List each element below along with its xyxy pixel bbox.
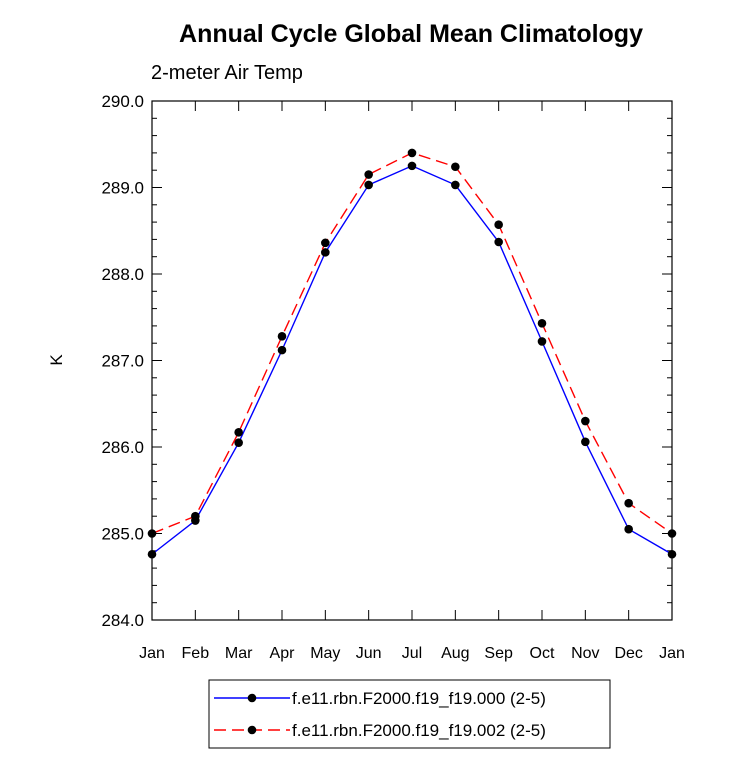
series-1-point	[234, 427, 243, 437]
x-tick-label: May	[310, 645, 340, 662]
y-tick-label: 290.0	[101, 92, 144, 111]
x-tick-label: Sep	[484, 645, 513, 662]
x-tick-label: Oct	[530, 645, 555, 662]
y-axis-title: K	[47, 354, 66, 366]
series-0-point	[277, 345, 287, 355]
series-1-point	[624, 498, 633, 508]
x-tick-label: Dec	[614, 645, 642, 662]
x-tick-label: Aug	[441, 645, 469, 662]
series-layer	[147, 148, 677, 559]
plot-frame	[151, 100, 673, 621]
series-0-point	[624, 524, 633, 534]
legend-label-1: f.e11.rbn.F2000.f19_f19.002 (2-5)	[292, 721, 546, 740]
series-1-point	[581, 416, 590, 426]
x-tick-label: Mar	[225, 645, 253, 662]
x-tick-label: Jan	[659, 645, 685, 662]
series-0-point	[234, 438, 243, 447]
y-tick-label: 289.0	[101, 179, 144, 198]
series-0-point	[537, 337, 547, 346]
chart-title: Annual Cycle Global Mean Climatology	[179, 20, 643, 48]
x-tick-label: Jan	[139, 645, 165, 662]
series-0-point	[494, 237, 503, 247]
series-1-point	[537, 319, 547, 328]
series-0-point	[581, 437, 590, 447]
legend-box	[208, 679, 611, 749]
series-1-point	[277, 331, 287, 341]
y-tick-label: 288.0	[101, 265, 144, 284]
x-tick-label: Feb	[182, 645, 210, 662]
legend: f.e11.rbn.F2000.f19_f19.000 (2-5) f.e11.r…	[208, 679, 611, 749]
series-1-point	[191, 511, 200, 521]
series-1-point	[321, 238, 330, 248]
legend-label-0: f.e11.rbn.F2000.f19_f19.000 (2-5)	[292, 689, 546, 708]
legend-marker-1	[247, 725, 257, 735]
y-tick-label: 286.0	[101, 438, 144, 457]
series-0-point	[451, 180, 460, 190]
series-1-point	[407, 148, 417, 158]
series-0-point	[407, 161, 417, 171]
x-tick-label: Apr	[270, 645, 296, 662]
series-0-point	[321, 248, 330, 257]
series-line-1	[151, 152, 673, 535]
ticks-layer	[151, 100, 673, 621]
legend-marker-0	[247, 693, 257, 703]
y-tick-label: 284.0	[101, 611, 144, 630]
series-0-point	[364, 180, 373, 190]
labels-layer: 284.0 285.0 286.0 287.0 288.0 289.0 290.0 Jan Fe…	[101, 92, 684, 662]
series-line-0	[151, 165, 673, 555]
x-tick-label: Nov	[571, 645, 599, 662]
y-tick-label: 287.0	[101, 352, 144, 371]
x-tick-label: Jul	[402, 645, 422, 662]
chart-subtitle: 2-meter Air Temp	[151, 62, 303, 84]
series-1-point	[364, 170, 373, 179]
y-tick-label: 285.0	[101, 525, 144, 544]
series-1-point	[451, 162, 460, 172]
series-1-point	[494, 220, 503, 229]
x-tick-label: Jun	[356, 645, 382, 662]
